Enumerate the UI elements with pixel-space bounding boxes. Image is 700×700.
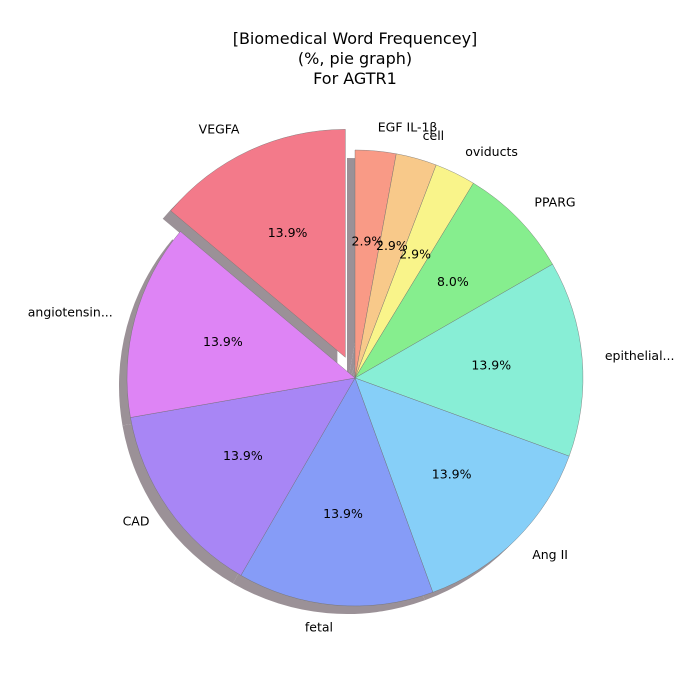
slice-percent-label: 13.9%	[471, 358, 511, 373]
slice-category-label: angiotensin...	[28, 305, 113, 320]
slice-category-label: PPARG	[534, 194, 575, 209]
slice-layer	[126, 129, 584, 607]
slice-category-label: Ang II	[532, 547, 568, 562]
pie-slice-cad	[130, 377, 356, 576]
pie-slice-ang-ii	[354, 377, 570, 593]
pie-slice-fetal	[240, 377, 434, 607]
slice-category-label: CAD	[123, 513, 150, 528]
slice-percent-label: 13.9%	[432, 466, 472, 481]
slice-category-label: VEGFA	[199, 122, 240, 137]
slice-percent-label: 13.9%	[323, 506, 363, 521]
chart-title: [Biomedical Word Frequencey] (%, pie gra…	[233, 29, 478, 88]
label-layer: 2.9% EGF IL-1β 2.9% cell 2.9% oviducts 8.0% PPA…	[28, 120, 675, 635]
slice-category-label: epithelial...	[605, 348, 675, 363]
chart-title-line-2: (%, pie graph)	[298, 49, 412, 68]
slice-percent-label: 13.9%	[223, 448, 263, 463]
slice-percent-label: 8.0%	[437, 274, 469, 289]
slice-category-label: fetal	[305, 619, 333, 634]
pie-slice-vegfa	[170, 129, 346, 358]
pie-slice-pparg	[354, 182, 553, 379]
slice-percent-label: 13.9%	[268, 225, 308, 240]
chart-title-line-1: [Biomedical Word Frequencey]	[233, 29, 478, 48]
slice-category-label: cell	[423, 128, 445, 143]
chart-title-line-3: For AGTR1	[313, 69, 397, 88]
pie-slice-epithelial	[354, 263, 584, 457]
slice-percent-label: 13.9%	[203, 334, 243, 349]
slice-category-label: oviducts	[465, 144, 518, 159]
pie-slice-angiotensin	[126, 231, 356, 418]
slice-category-label: EGF IL-1β	[378, 120, 438, 135]
slice-percent-label: 2.9%	[352, 233, 384, 248]
slice-percent-label: 2.9%	[399, 247, 431, 262]
slice-percent-label: 2.9%	[376, 238, 408, 253]
